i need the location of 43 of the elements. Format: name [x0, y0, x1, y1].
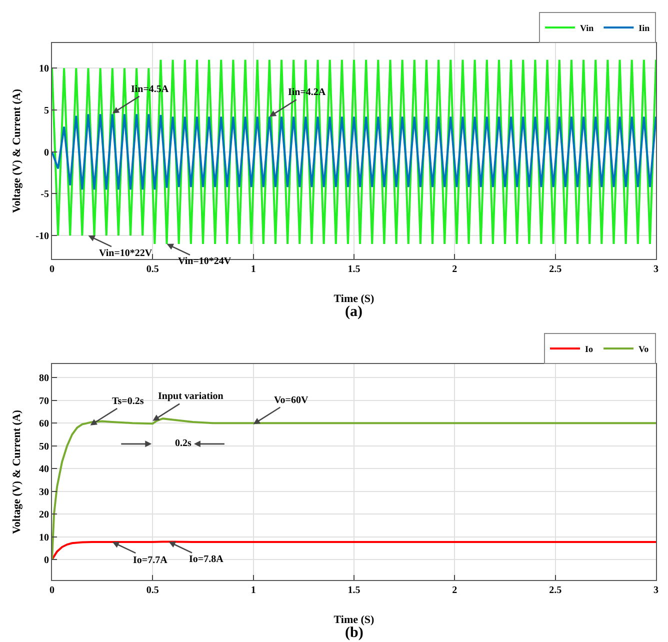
- annotation: Input variation: [158, 391, 224, 402]
- y-tick-label: 80: [39, 373, 49, 384]
- y-tick-label: 10: [39, 64, 49, 75]
- legend-label: Vin: [580, 23, 594, 34]
- annotation: Vin=10*22V: [99, 248, 153, 259]
- x-tick-label: 2: [452, 585, 458, 596]
- x-axis-title: Time (S): [334, 614, 375, 626]
- y-tick-label: 50: [39, 441, 49, 452]
- y-axis-title: Voltage (V) & Current (A): [11, 410, 23, 534]
- text: (b): [345, 625, 364, 641]
- annotation: Ts=0.2s: [112, 396, 144, 407]
- y-tick-label: 40: [39, 464, 49, 476]
- y-tick-label: 70: [39, 396, 49, 407]
- x-tick-label: 1: [250, 264, 256, 275]
- y-tick-label: -10: [36, 231, 49, 242]
- y-tick-label: 60: [39, 418, 49, 430]
- x-tick-label: 1.5: [348, 264, 360, 275]
- y-tick-label: 0: [44, 555, 49, 566]
- y-tick-label: 20: [39, 510, 49, 521]
- x-axis-title: Time (S): [334, 293, 375, 305]
- x-tick-label: 2: [452, 264, 458, 275]
- x-tick-label: 1: [250, 585, 256, 596]
- annotation: Io=7.7A: [133, 555, 168, 566]
- legend-label: Vo: [638, 344, 650, 354]
- y-tick-label: -5: [40, 189, 49, 200]
- x-tick-label: 0.5: [146, 264, 159, 275]
- annotation: 0.2s: [175, 438, 192, 449]
- legend-label: Io: [585, 344, 594, 354]
- text: (a): [345, 304, 362, 320]
- y-tick-label: 5: [44, 105, 49, 116]
- x-tick-label: 2.5: [549, 585, 562, 596]
- annotation: Vo=60V: [274, 395, 309, 406]
- x-tick-label: 2.5: [549, 264, 562, 275]
- y-tick-label: 0: [44, 147, 49, 158]
- x-tick-label: 0.5: [146, 585, 159, 596]
- y-tick-label: 10: [39, 532, 49, 544]
- y-tick-label: 30: [39, 486, 49, 498]
- annotation: Io=7.8A: [189, 554, 224, 565]
- y-axis-title: Voltage (V) & Current (A): [11, 88, 23, 214]
- x-tick-label: 1.5: [348, 585, 360, 596]
- x-tick-label: 3: [654, 264, 658, 275]
- x-tick-label: 3: [654, 585, 658, 596]
- legend-label: Iin: [638, 23, 650, 34]
